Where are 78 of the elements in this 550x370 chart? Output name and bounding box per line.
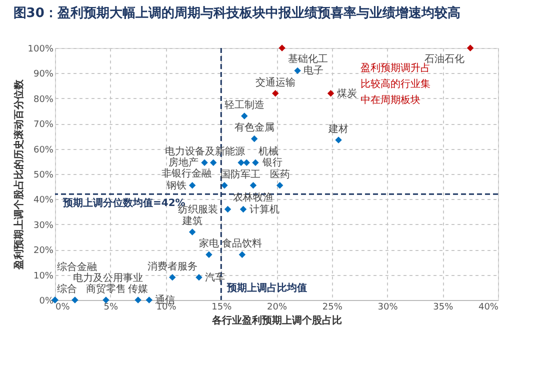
point (72, 296, 78, 304)
x-tick-label: 35% (433, 302, 454, 312)
annotation: 消费者服务 (147, 260, 198, 272)
point (252, 159, 259, 166)
point (243, 159, 250, 166)
point (169, 274, 176, 281)
annotation: 交通运输 (255, 76, 296, 88)
y-tick-label: 10% (33, 271, 54, 282)
annotation: 建筑 (181, 214, 202, 227)
y-tick-label: 80% (33, 94, 54, 105)
annotation: 传媒 (128, 284, 148, 295)
point (224, 206, 232, 213)
annotation: 家电 (198, 238, 219, 250)
annotation: 有色金属 (234, 122, 274, 134)
point (134, 296, 142, 304)
x-axis-title: 各行业盈利预期上调个股占比 (211, 314, 342, 326)
point (221, 182, 228, 189)
x-tick-label: 30% (378, 302, 398, 312)
y-tick-label: 30% (33, 220, 54, 231)
point (240, 206, 247, 213)
point (294, 67, 301, 74)
point (272, 90, 279, 97)
point (146, 296, 152, 304)
annotation: 计算机 (249, 203, 280, 216)
annotation: 食品饮料 (222, 238, 262, 250)
point (335, 136, 342, 144)
point (238, 251, 246, 258)
annotation: 机械 (258, 146, 279, 158)
annotation: 综合金融 (57, 261, 97, 273)
annotation: 房地产 (168, 156, 199, 169)
point (196, 274, 202, 281)
point (250, 182, 257, 189)
x-tick-label: 15% (212, 302, 232, 312)
ref-line-label: 预期上调占比均值 (226, 282, 308, 294)
annotation: 钢铁 (165, 179, 186, 192)
annotation: 电子 (304, 64, 324, 77)
annotation: 电力及公用事业 (72, 272, 143, 284)
annotation: 医药 (270, 168, 290, 180)
x-tick-label: 25% (322, 302, 343, 312)
point (206, 251, 212, 258)
y-tick-label: 70% (33, 120, 54, 130)
point (201, 159, 208, 166)
point (276, 182, 284, 189)
point (250, 135, 258, 142)
y-tick-label: 60% (33, 145, 54, 156)
point (278, 44, 286, 52)
y-tick-label: 90% (33, 70, 54, 80)
x-tick-label: 40% (478, 302, 499, 312)
annotation: 汽车 (204, 271, 225, 284)
point (327, 90, 334, 97)
point (210, 159, 217, 166)
point (188, 228, 196, 236)
x-tick-label: 0% (56, 302, 70, 312)
y-axis-title: 盈利预期上调个股占比的历史滚动百分位数 (12, 78, 25, 270)
x-tick-label: 20% (266, 302, 288, 312)
annotation: 国防军工 (220, 168, 260, 180)
point (466, 44, 474, 52)
annotation: 煤炭 (336, 87, 357, 100)
x-tick-label: 10% (156, 302, 177, 312)
annotation: 银行 (261, 158, 282, 169)
y-tick-label: 100% (28, 44, 54, 54)
annotation: 农林牧渔 (233, 191, 274, 204)
annotation: 综合 (57, 283, 77, 295)
annotation: 非银行金融 (161, 168, 212, 180)
annotation: 商贸零售 (86, 283, 126, 295)
y-tick-label: 50% (33, 170, 54, 180)
annotation: 盈利预期调升占比较高的行业集中在周期板块 (360, 62, 431, 106)
chart-title: 图30：盈利预期大幅上调的周期与科技板块中报业绩预喜率与业绩增速均较高 (13, 5, 460, 21)
annotation: 电力设备及新能源 (165, 146, 246, 158)
point (241, 112, 248, 120)
y-tick-label: 40% (33, 196, 54, 206)
x-tick-label: 5% (104, 302, 118, 312)
point (238, 159, 244, 166)
point (188, 182, 196, 189)
annotation: 基础化工 (288, 53, 328, 65)
annotation: 建材 (328, 122, 349, 135)
y-tick-label: 20% (33, 246, 54, 256)
annotation: 轻工制造 (224, 99, 264, 112)
